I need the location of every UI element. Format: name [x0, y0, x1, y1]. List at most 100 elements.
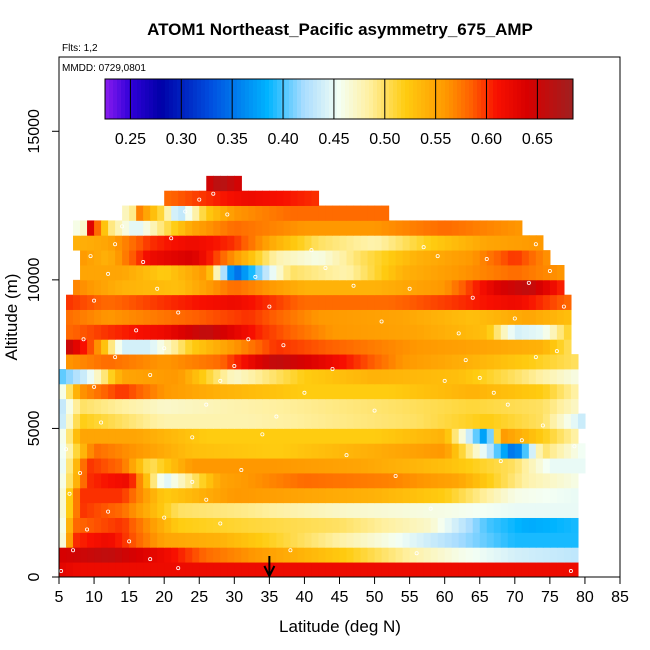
heatmap-cell	[108, 220, 116, 236]
heatmap-cell	[332, 547, 341, 563]
heatmap-cell	[66, 369, 74, 385]
heatmap-cell	[269, 309, 277, 325]
heatmap-cell	[451, 279, 460, 296]
heatmap-cell	[332, 220, 341, 236]
colorbar-segment	[173, 79, 178, 119]
heatmap-cell	[171, 250, 179, 266]
heatmap-cell	[94, 502, 102, 518]
sample-point	[64, 447, 69, 452]
heatmap-cell	[570, 502, 579, 518]
heatmap-cell	[514, 443, 523, 459]
heatmap-cell	[129, 324, 137, 340]
heatmap-cell	[290, 443, 299, 459]
sample-point	[561, 304, 566, 309]
heatmap-cell	[472, 220, 481, 236]
heatmap-cell	[234, 250, 242, 266]
heatmap-cell	[304, 265, 313, 281]
heatmap-cell	[199, 428, 207, 444]
heatmap-cell	[500, 398, 509, 414]
heatmap-cell	[115, 458, 123, 474]
heatmap-cell	[297, 562, 306, 578]
heatmap-cell	[171, 220, 179, 236]
heatmap-cell	[374, 279, 383, 296]
heatmap-cell	[507, 413, 516, 429]
heatmap-cell	[493, 562, 502, 578]
heatmap-cell	[171, 339, 179, 355]
heatmap-cell	[360, 354, 369, 370]
heatmap-cell	[388, 443, 397, 459]
heatmap-cell	[339, 250, 348, 266]
heatmap-cell	[332, 339, 341, 355]
heatmap-cell	[262, 398, 270, 414]
heatmap-cell	[507, 502, 516, 518]
heatmap-cell	[122, 383, 130, 400]
heatmap-cell	[87, 369, 95, 385]
heatmap-cell	[360, 562, 369, 578]
heatmap-cell	[192, 354, 200, 370]
heatmap-cell	[213, 383, 221, 400]
heatmap-cell	[80, 547, 88, 563]
heatmap-cell	[437, 250, 446, 266]
heatmap-cell	[283, 458, 292, 474]
heatmap-cell	[535, 458, 544, 474]
heatmap-cell	[479, 279, 488, 296]
heatmap-cell	[157, 562, 165, 578]
heatmap-cell	[304, 398, 313, 414]
heatmap-cell	[423, 383, 432, 400]
heatmap-cell	[423, 473, 432, 489]
heatmap-cell	[94, 383, 102, 400]
sample-point	[330, 366, 335, 371]
heatmap-cell	[542, 458, 551, 474]
colorbar-segment	[201, 79, 206, 119]
heatmap-cell	[563, 428, 572, 444]
heatmap-cell	[332, 383, 341, 400]
heatmap-cell	[248, 383, 256, 400]
sample-point	[572, 444, 577, 449]
heatmap-cell	[318, 339, 327, 355]
heatmap-cell	[283, 398, 292, 414]
heatmap-cell	[577, 413, 586, 429]
heatmap-cell	[542, 473, 551, 489]
heatmap-cell	[563, 562, 572, 578]
heatmap-cell	[458, 369, 467, 385]
heatmap-cell	[493, 250, 502, 266]
heatmap-cell	[66, 502, 74, 518]
heatmap-cell	[213, 250, 221, 266]
heatmap-cell	[269, 547, 277, 563]
sample-point	[323, 265, 328, 270]
sample-point	[428, 506, 433, 511]
heatmap-cell	[192, 562, 200, 578]
heatmap-cell	[374, 369, 383, 385]
sample-point	[204, 402, 209, 407]
heatmap-cell	[332, 294, 341, 310]
heatmap-cell	[507, 383, 516, 400]
heatmap-cell	[206, 205, 214, 221]
heatmap-cell	[416, 324, 425, 340]
heatmap-cell	[290, 339, 299, 355]
heatmap-cell	[66, 532, 74, 548]
heatmap-cell	[549, 279, 558, 296]
heatmap-cell	[185, 339, 193, 355]
heatmap-cell	[381, 220, 390, 236]
heatmap-cell	[570, 473, 579, 489]
heatmap-cell	[507, 547, 516, 563]
heatmap-cell	[514, 250, 523, 266]
heatmap-cell	[220, 324, 228, 340]
heatmap-cell	[542, 294, 551, 310]
heatmap-cell	[346, 205, 355, 221]
heatmap-cell	[129, 220, 137, 236]
heatmap-cell	[185, 279, 193, 296]
heatmap-cell	[94, 458, 102, 474]
heatmap-cell	[241, 294, 249, 310]
heatmap-cell	[325, 324, 334, 340]
heatmap-cell	[297, 220, 306, 236]
heatmap-cell	[346, 265, 355, 281]
heatmap-cell	[101, 458, 109, 474]
heatmap-cell	[311, 220, 320, 236]
heatmap-cell	[318, 487, 327, 504]
heatmap-cell	[213, 413, 221, 429]
heatmap-cell	[451, 502, 460, 518]
heatmap-cell	[164, 205, 172, 221]
